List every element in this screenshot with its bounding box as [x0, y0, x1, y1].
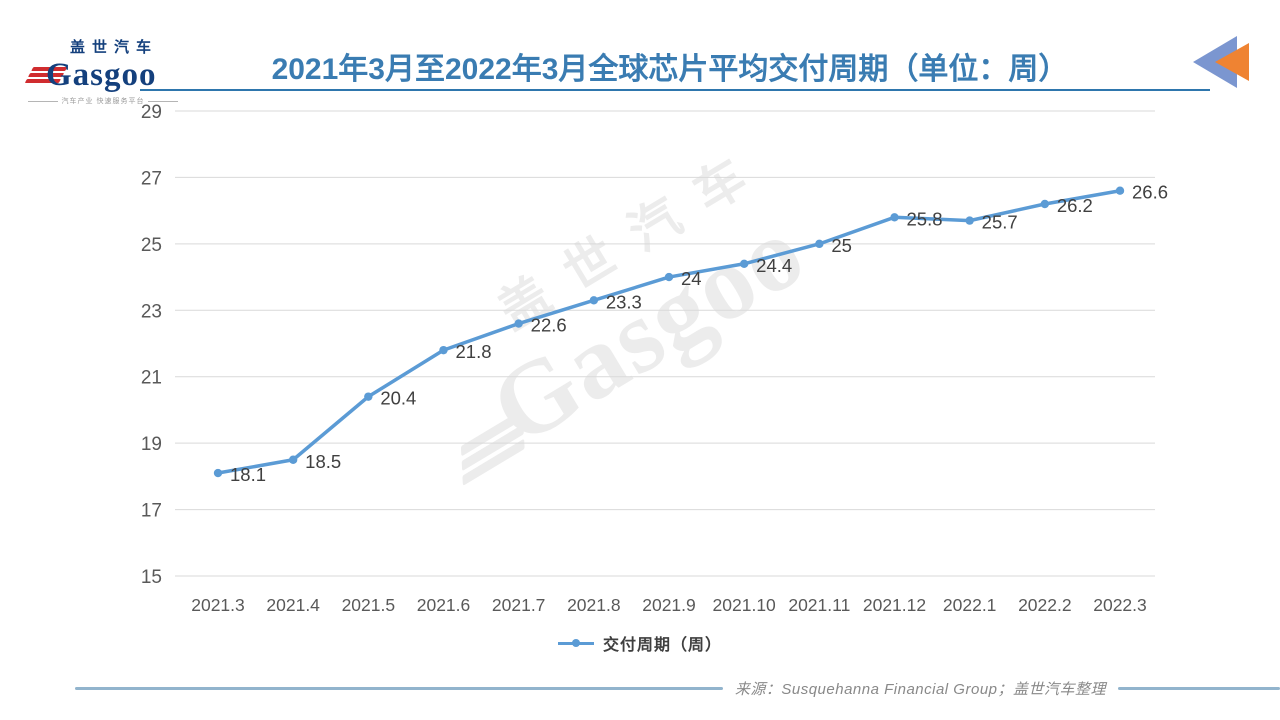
data-point-label: 20.4	[380, 388, 416, 409]
data-point-marker	[815, 239, 824, 249]
data-point-marker	[739, 259, 749, 268]
x-axis-tick-label: 2021.8	[567, 595, 621, 615]
line-series	[216, 188, 1122, 475]
data-point-label: 25.7	[982, 212, 1018, 233]
data-point-marker	[213, 468, 223, 478]
data-point-label: 18.5	[305, 451, 341, 472]
tagline-dash-right	[148, 100, 179, 102]
data-point-marker	[439, 345, 448, 355]
chart-legend: 交付周期（周）	[0, 631, 1280, 655]
footer: 来源：Susquehanna Financial Group；盖世汽车整理	[75, 678, 1280, 699]
data-point-label: 24.4	[756, 255, 792, 276]
y-axis-tick-label: 29	[141, 102, 162, 123]
x-axis-tick-label: 2021.10	[713, 595, 777, 615]
corner-triangles-icon	[1190, 34, 1252, 90]
data-point-marker	[1040, 199, 1050, 209]
logo-chinese-name: 盖世汽车	[70, 39, 159, 56]
y-axis-tick-label: 27	[141, 168, 162, 189]
source-text: 来源：Susquehanna Financial Group；盖世汽车整理	[734, 681, 1106, 698]
tagline-dash-left	[28, 100, 58, 102]
data-point-label: 26.6	[1132, 182, 1168, 203]
title-underline	[140, 89, 1210, 91]
x-axis-tick-label: 2021.9	[642, 595, 696, 615]
gasgoo-logo: 盖世汽车 Gasgoo 汽车产业 快速服务平台	[24, 36, 179, 106]
data-point-marker	[589, 296, 599, 305]
data-point-label: 18.1	[230, 464, 266, 485]
logo-wordmark: Gasgoo	[46, 57, 157, 93]
footer-rule-left	[75, 687, 723, 690]
x-axis-tick-label: 2022.2	[1018, 595, 1072, 615]
data-point-marker	[664, 272, 674, 282]
y-axis-tick-label: 23	[141, 301, 162, 322]
x-axis-tick-label: 2022.3	[1093, 595, 1147, 615]
y-axis-tick-label: 21	[141, 368, 162, 389]
page-title: 2021年3月至2022年3月全球芯片平均交付周期（单位：周）	[271, 53, 1069, 86]
x-axis-tick-label: 2021.5	[342, 595, 396, 615]
x-axis-tick-label: 2021.6	[417, 595, 471, 615]
data-point-label: 25	[831, 235, 852, 256]
data-point-label: 23.3	[606, 291, 642, 312]
data-point-marker	[514, 319, 523, 328]
legend-line-marker-icon	[557, 639, 594, 647]
data-point-label: 22.6	[531, 315, 567, 336]
data-point-label: 24	[681, 268, 702, 289]
logo-tagline: 汽车产业 快速服务平台	[28, 96, 179, 106]
data-point-marker	[965, 216, 974, 225]
data-point-marker	[1115, 186, 1125, 195]
x-axis-tick-label: 2021.11	[788, 595, 850, 615]
y-axis-tick-label: 25	[141, 235, 162, 256]
y-axis-tick-label: 15	[141, 567, 162, 588]
data-point-label: 26.2	[1057, 195, 1093, 216]
data-point-marker	[890, 213, 899, 222]
x-axis-tick-label: 2021.12	[863, 595, 926, 615]
footer-rule-right	[1118, 687, 1280, 690]
x-axis-tick-label: 2021.7	[492, 595, 546, 615]
x-axis-tick-label: 2022.1	[943, 595, 997, 615]
logo-tagline-text: 汽车产业 快速服务平台	[61, 98, 145, 105]
data-point-label: 25.8	[907, 208, 943, 229]
x-axis-tick-label: 2021.4	[266, 595, 320, 615]
y-axis-tick-label: 17	[141, 501, 162, 522]
data-point-marker	[364, 392, 373, 401]
x-axis-tick-label: 2021.3	[191, 595, 245, 615]
data-point-marker	[288, 455, 298, 464]
y-axis-tick-label: 19	[141, 434, 162, 455]
data-point-label: 21.8	[456, 341, 492, 362]
orange-triangle-icon	[1215, 43, 1249, 81]
legend-label: 交付周期（周）	[602, 637, 722, 654]
